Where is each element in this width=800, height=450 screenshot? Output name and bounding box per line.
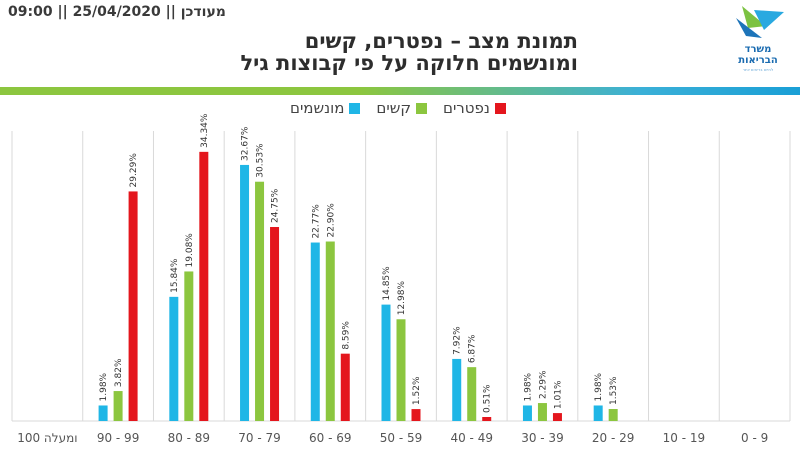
ministry-of-health-logo: משרד הבריאות לחיים בריאים יותר (726, 4, 790, 78)
x-tick-label: 60 - 69 (309, 431, 352, 445)
bar-serious (113, 391, 123, 421)
data-label-ventilated: 14.85% (382, 266, 392, 301)
logo-line-2: הבריאות (738, 55, 778, 66)
bar-ventilated (381, 304, 391, 421)
data-label-ventilated: 7.92% (453, 326, 463, 355)
header-gradient-band (0, 87, 800, 95)
bar-ventilated (522, 405, 532, 421)
legend-item-ventilated: מונשמים (290, 99, 361, 117)
data-label-deceased: 34.34% (200, 113, 210, 148)
data-label-deceased: 8.59% (341, 321, 351, 350)
data-label-ventilated: 32.67% (241, 126, 251, 161)
data-label-ventilated: 22.77% (311, 204, 321, 239)
x-tick-label: 20 - 29 (592, 431, 635, 445)
bar-deceased (411, 409, 421, 421)
data-label-ventilated: 1.98% (523, 372, 533, 401)
data-label-deceased: 1.01% (553, 380, 563, 409)
bar-deceased (270, 227, 280, 421)
bar-serious (467, 367, 477, 421)
data-label-deceased: 1.52% (412, 376, 422, 405)
bar-deceased (340, 353, 350, 421)
x-tick-label: 0 - 9 (741, 431, 768, 445)
data-label-ventilated: 1.98% (99, 372, 109, 401)
data-label-ventilated: 15.84% (170, 258, 180, 293)
bar-ventilated (98, 405, 108, 421)
legend-swatch-deceased (494, 102, 506, 114)
bar-serious (184, 271, 194, 421)
x-tick-label: 10 - 19 (663, 431, 706, 445)
bar-ventilated (169, 296, 179, 421)
bar-deceased (199, 151, 209, 422)
legend-label-deceased: נפטרים (442, 99, 490, 117)
title-line-1: תמונת מצב – נפטרים, קשים (304, 29, 578, 53)
data-label-deceased: 29.29% (129, 153, 139, 188)
page-title: תמונת מצב – נפטרים, קשים ומונשמים חלוקה … (58, 30, 578, 74)
data-label-serious: 12.98% (397, 280, 407, 315)
x-tick-label: 80 - 89 (168, 431, 211, 445)
data-label-serious: 30.53% (256, 143, 266, 178)
legend-label-serious: קשים (376, 99, 411, 117)
bar-serious (608, 409, 618, 421)
bar-deceased (482, 417, 492, 421)
data-label-serious: 1.53% (609, 376, 619, 405)
bar-deceased (552, 413, 562, 421)
legend-item-deceased: נפטרים (443, 99, 506, 117)
bar-ventilated (452, 358, 462, 421)
bar-ventilated (310, 242, 320, 421)
data-label-ventilated: 1.98% (594, 372, 604, 401)
x-tick-label: 90 - 99 (97, 431, 140, 445)
legend-label-ventilated: מונשמים (290, 99, 345, 117)
logo-line-1: משרד (744, 44, 772, 55)
data-label-serious: 22.90% (326, 203, 336, 238)
legend-swatch-ventilated (349, 102, 361, 114)
ministry-of-health-logo-icon (736, 6, 784, 38)
bar-ventilated (593, 405, 603, 421)
x-tick-label: 30 - 39 (521, 431, 564, 445)
chart-legend: נפטרים קשים מונשמים (290, 99, 506, 117)
bar-deceased (128, 191, 138, 421)
x-tick-label: 70 - 79 (238, 431, 281, 445)
title-line-2: ומונשמים חלוקה על פי קבוצות גיל (240, 51, 578, 75)
data-label-deceased: 0.51% (483, 384, 493, 413)
data-label-serious: 2.29% (538, 370, 548, 399)
data-label-deceased: 24.75% (271, 188, 281, 223)
x-tick-label: 40 - 49 (450, 431, 493, 445)
x-tick-label: 50 - 59 (380, 431, 423, 445)
bar-serious (255, 181, 265, 421)
logo-text: משרד הבריאות (726, 44, 790, 66)
x-tick-label: 100 ומעלה (17, 431, 77, 445)
bar-serious (537, 403, 547, 421)
data-label-serious: 19.08% (185, 233, 195, 268)
legend-item-serious: קשים (376, 99, 427, 117)
bar-ventilated (240, 164, 250, 421)
last-updated-text: מעודכן || 25/04/2020 || 09:00 (8, 4, 226, 20)
data-label-serious: 3.82% (114, 358, 124, 387)
data-label-serious: 6.87% (468, 334, 478, 363)
bar-serious (396, 319, 406, 421)
logo-tagline: לחיים בריאים יותר (742, 67, 774, 72)
legend-swatch-serious (415, 102, 427, 114)
bar-serious (325, 241, 335, 421)
